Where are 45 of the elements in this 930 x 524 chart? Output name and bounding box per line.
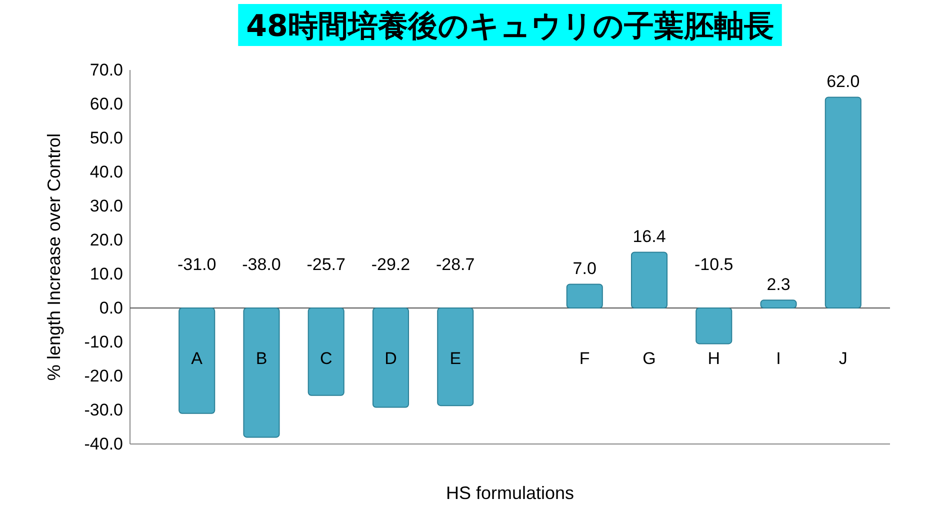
y-tick-label: -30.0	[84, 400, 123, 420]
bar	[178, 308, 216, 414]
y-tick-label: 0.0	[99, 298, 123, 318]
y-tick-label: -40.0	[84, 434, 123, 454]
y-tick-label: 70.0	[90, 60, 123, 80]
bar	[437, 308, 474, 406]
data-label: -10.5	[694, 255, 734, 274]
y-tick-label: 20.0	[90, 230, 123, 250]
x-axis-title: HS formulations	[446, 483, 574, 503]
x-tick-label: F	[579, 349, 590, 368]
bar	[566, 284, 603, 308]
x-tick-label: D	[384, 349, 397, 368]
data-label: -25.7	[306, 255, 346, 274]
data-label: -28.7	[436, 255, 475, 274]
chart-title: 48時間培養後のキュウリの子葉胚軸長	[246, 9, 774, 44]
x-tick-label: G	[642, 349, 656, 368]
bar	[760, 300, 797, 308]
data-label: -31.0	[177, 255, 216, 274]
y-tick-label: 50.0	[90, 128, 123, 148]
x-tick-label: H	[708, 349, 720, 368]
x-tick-label: I	[776, 349, 781, 368]
x-tick-label: J	[838, 349, 848, 368]
x-tick-label: E	[450, 349, 462, 368]
bar	[696, 308, 732, 344]
y-tick-label: -10.0	[84, 332, 123, 352]
data-label: 16.4	[632, 227, 666, 246]
x-tick-label: B	[256, 349, 268, 368]
bar	[372, 308, 410, 408]
data-label: 62.0	[826, 72, 860, 92]
data-label: -29.2	[371, 255, 410, 274]
bar	[243, 308, 280, 438]
y-tick-label: 40.0	[90, 162, 123, 182]
data-label: 7.0	[572, 259, 596, 278]
x-tick-label: C	[320, 349, 332, 368]
y-tick-label: 60.0	[90, 94, 123, 114]
bar	[630, 252, 668, 308]
y-tick-label: 30.0	[90, 196, 123, 216]
y-axis-title: % length Increase over Control	[44, 133, 64, 381]
bar	[308, 308, 344, 396]
bar	[824, 96, 862, 308]
data-label: 2.3	[766, 275, 790, 294]
y-tick-label: 10.0	[90, 264, 123, 284]
x-tick-label: A	[191, 349, 204, 368]
data-label: -38.0	[242, 255, 281, 274]
y-tick-label: -20.0	[84, 366, 123, 386]
